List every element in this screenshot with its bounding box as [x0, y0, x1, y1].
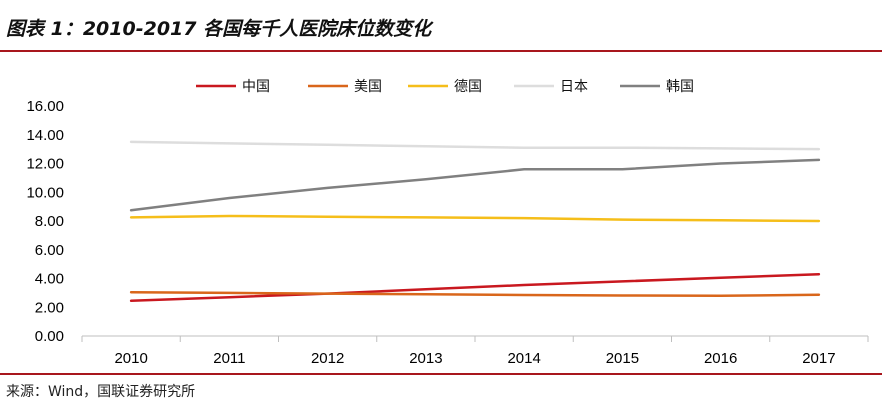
x-tick-label: 2014: [507, 350, 540, 367]
line-chart: 中国 美国 德国 日本 韩国 0.00 2.00 4.00 6.00 8.00 10.00 12.0…: [26, 79, 869, 367]
series-line-5: [129, 158, 821, 212]
x-axis: 2010 2011 2012 2013 2014 2015 2016 2017: [81, 335, 869, 367]
y-axis-ticks: 0.00 2.00 4.00 6.00 8.00 10.00 12.00 14.00 16.00: [26, 98, 64, 345]
x-tick-label: 2010: [114, 350, 147, 367]
legend-label-1: 中国: [242, 79, 270, 95]
x-tick-label: 2013: [409, 350, 442, 367]
y-tick-label: 10.00: [26, 184, 64, 201]
source-divider: [0, 373, 882, 375]
legend-label-4: 日本: [560, 79, 588, 95]
x-tick-label: 2015: [606, 350, 639, 367]
y-tick-label: 0.00: [35, 328, 64, 345]
legend-label-5: 韩国: [666, 79, 694, 95]
figure-title: 图表 1：2010-2017 各国每千人医院床位数变化: [6, 18, 432, 40]
series-line-2: [129, 290, 821, 298]
series-line-4: [129, 140, 821, 151]
y-tick-label: 14.00: [26, 127, 64, 144]
title-divider: [0, 50, 882, 52]
y-tick-label: 8.00: [35, 213, 64, 230]
x-tick-label: 2017: [802, 350, 835, 367]
y-tick-label: 16.00: [26, 98, 64, 115]
y-tick-label: 2.00: [35, 299, 64, 316]
legend-label-2: 美国: [354, 79, 382, 95]
y-tick-label: 12.00: [26, 156, 64, 173]
series-line-3: [129, 214, 821, 223]
y-tick-label: 4.00: [35, 271, 64, 288]
legend-label-3: 德国: [454, 79, 482, 95]
series-lines: [129, 140, 821, 303]
x-tick-label: 2016: [704, 350, 737, 367]
source-note: 来源：Wind，国联证券研究所: [6, 384, 196, 400]
x-tick-label: 2011: [213, 350, 245, 367]
y-tick-label: 6.00: [35, 242, 64, 259]
series-line-1: [129, 272, 821, 303]
legend: 中国 美国 德国 日本 韩国: [196, 79, 694, 95]
x-tick-label: 2012: [311, 350, 344, 367]
